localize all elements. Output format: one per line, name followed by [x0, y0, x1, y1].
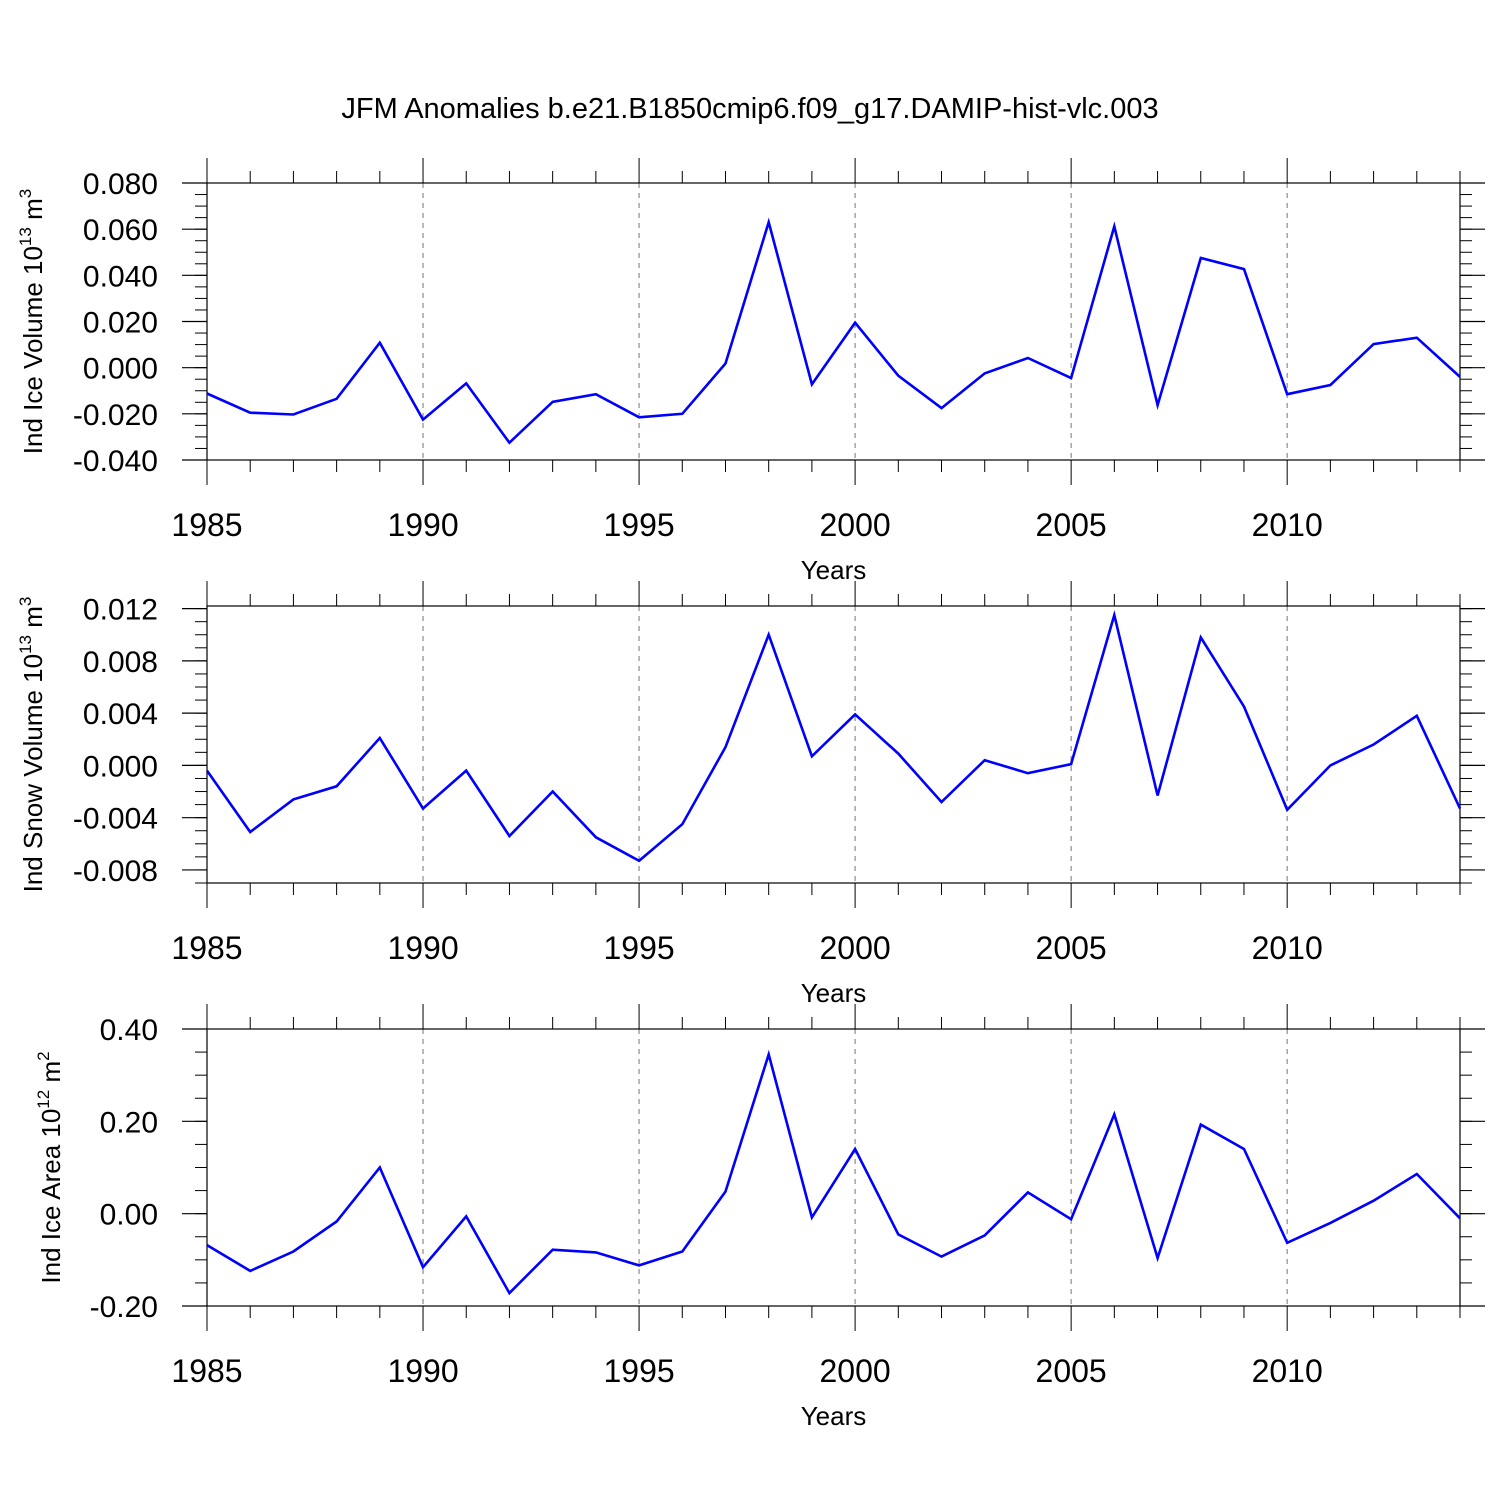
series-line-1	[205, 610, 1462, 863]
x-tick-label: 1990	[387, 1353, 458, 1389]
y-tick-label: 0.060	[83, 214, 158, 247]
y-axis-label-unit: m	[18, 198, 48, 220]
y-tick-label: 0.008	[83, 646, 158, 679]
y-tick-label: 0.40	[100, 1014, 158, 1047]
y-axis-label-unit: m	[36, 1061, 66, 1083]
x-tick-label: 2010	[1252, 1353, 1323, 1389]
y-axis-label-unit-exponent: 3	[16, 189, 35, 198]
panel-3: -0.20 0.00 0.20 0.40 1985 1990 1995 2000 2005 201…	[34, 1004, 1485, 1431]
x-tick-label: 1995	[603, 1353, 674, 1389]
panels: -0.040 -0.020 0.000 0.020 0.040 0.060 0.080 198…	[16, 158, 1485, 1431]
figure-title: JFM Anomalies b.e21.B1850cmip6.f09_g17.D…	[341, 93, 1158, 125]
y-axis-label: Ind Snow Volume 1013 m3	[16, 597, 48, 893]
y-tick-label: 0.012	[83, 594, 158, 627]
y-tick-label: 0.020	[83, 307, 158, 340]
x-axis-label: Years	[801, 555, 867, 585]
x-axis-label: Years	[801, 1401, 867, 1431]
y-tick-label: 0.004	[83, 698, 158, 731]
x-tick-label: 2010	[1252, 930, 1323, 966]
x-tick-label: 2005	[1036, 930, 1107, 966]
series-line-1	[206, 1049, 1461, 1296]
y-tick-label: 0.080	[83, 168, 158, 201]
panel-2: -0.008 -0.004 0.000 0.004 0.008 0.012 1985 1990…	[16, 581, 1485, 1008]
y-axis-label-text: Ind Ice Area 10	[36, 1109, 66, 1284]
y-axis-label-exponent: 13	[16, 635, 35, 654]
y-axis-label-exponent: 12	[34, 1090, 53, 1109]
y-tick-label: 0.000	[83, 750, 158, 783]
x-tick-label: 2000	[820, 507, 891, 543]
x-tick-label: 2010	[1252, 507, 1323, 543]
y-axis-label-text: Ind Snow Volume 10	[18, 654, 48, 893]
y-tick-label: 0.040	[83, 260, 158, 293]
x-tick-label: 1985	[171, 930, 242, 966]
panel-1: -0.040 -0.020 0.000 0.020 0.040 0.060 0.080 198…	[16, 158, 1485, 585]
y-axis-label-unit-exponent: 3	[16, 597, 35, 606]
y-tick-label: 0.00	[100, 1199, 158, 1232]
x-tick-label: 1990	[387, 930, 458, 966]
y-tick-label: -0.20	[90, 1291, 158, 1324]
x-tick-label: 1995	[603, 507, 674, 543]
y-tick-label: -0.004	[73, 803, 158, 836]
y-axis-label-unit-exponent: 2	[34, 1051, 53, 1060]
y-tick-label: 0.20	[100, 1106, 158, 1139]
y-tick-label: -0.008	[73, 855, 158, 888]
y-tick-label: 0.000	[83, 353, 158, 386]
plot-frame	[206, 605, 1461, 884]
x-axis-label: Years	[801, 978, 867, 1008]
y-axis-label-space	[36, 1083, 66, 1090]
y-axis-label-space	[18, 628, 48, 635]
x-tick-label: 1985	[171, 507, 242, 543]
y-axis-label-unit: m	[18, 606, 48, 628]
x-tick-label: 1990	[387, 507, 458, 543]
series-line-1	[206, 217, 1461, 445]
y-tick-label: -0.020	[73, 399, 158, 432]
y-axis-label-exponent: 13	[16, 227, 35, 246]
y-axis-label-space	[18, 220, 48, 227]
x-tick-label: 1985	[171, 1353, 242, 1389]
x-tick-label: 2005	[1036, 507, 1107, 543]
x-tick-label: 2000	[820, 930, 891, 966]
y-axis-label: Ind Ice Volume 1013 m3	[16, 189, 48, 454]
x-tick-label: 2000	[820, 1353, 891, 1389]
x-tick-label: 2005	[1036, 1353, 1107, 1389]
x-tick-label: 1995	[603, 930, 674, 966]
y-axis-label: Ind Ice Area 1012 m2	[34, 1051, 66, 1283]
y-axis-label-text: Ind Ice Volume 10	[18, 246, 48, 454]
y-tick-label: -0.040	[73, 445, 158, 478]
